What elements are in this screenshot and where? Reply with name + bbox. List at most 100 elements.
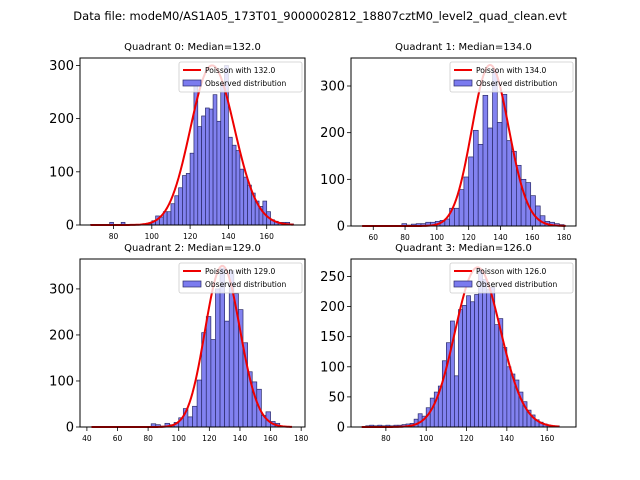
subplot-quadrant-2: Quadrant 2: Median=129.0 0 100 200 300 40 60 80… — [49, 243, 308, 443]
histogram-bar — [201, 115, 206, 226]
histogram-bar — [205, 316, 212, 428]
x-tick-label: 140 — [233, 434, 248, 443]
x-tick-label: 140 — [493, 233, 508, 242]
subplot-quadrant-0: Quadrant 0: Median=132.0 0 100 200 300 80 100 1… — [49, 42, 306, 241]
histogram-bar — [477, 143, 484, 227]
x-tick-label: 160 — [540, 434, 555, 443]
legend-box — [178, 61, 303, 93]
histogram-bar — [210, 339, 216, 428]
y-tick-label: 50 — [328, 390, 345, 405]
subplot-quadrant-3: Quadrant 3: Median=126.0 0 50 100 150 200 250 8… — [320, 243, 577, 443]
histogram-bars — [401, 69, 565, 227]
y-tick-label: 200 — [320, 300, 345, 315]
legend-label-poisson: Poisson with 126.0 — [476, 267, 546, 276]
y-tick-label: 0 — [337, 220, 345, 235]
legend-label-poisson: Poisson with 134.0 — [476, 66, 546, 75]
x-tick-label: 180 — [557, 233, 572, 242]
x-tick-label: 80 — [400, 233, 410, 242]
y-tick-label: 100 — [49, 374, 74, 389]
axes-frame — [350, 57, 577, 227]
legend-label-poisson: Poisson with 132.0 — [205, 66, 275, 75]
histogram-bar — [174, 195, 179, 226]
histogram-bar — [235, 150, 241, 226]
histogram-bar — [458, 309, 463, 428]
x-tick-label: 160 — [263, 434, 278, 443]
y-tick-label: 100 — [49, 165, 74, 180]
legend-label-observed: Observed distribution — [476, 79, 557, 88]
histogram-bar — [215, 288, 221, 428]
axes-frame — [350, 258, 577, 428]
histogram-bar — [470, 301, 475, 428]
x-tick-label: 80 — [381, 434, 391, 443]
histogram-bar — [208, 108, 214, 226]
histogram-bar — [166, 211, 172, 226]
legend-label-observed: Observed distribution — [205, 280, 286, 289]
legend-bar-swatch — [182, 79, 202, 87]
histogram-bar — [189, 152, 195, 226]
histogram-bar — [185, 173, 191, 226]
figure-suptitle: Data file: modeM0/AS1A05_173T01_90000028… — [73, 9, 567, 23]
legend-box — [178, 262, 303, 294]
histogram-bar — [228, 136, 233, 226]
histogram-bar — [463, 176, 470, 227]
subplot-title: Quadrant 2: Median=129.0 — [124, 243, 261, 254]
x-tick-label: 160 — [525, 233, 540, 242]
histogram-bar — [494, 324, 500, 428]
histogram-bar — [506, 366, 512, 428]
axes-frame — [79, 57, 306, 226]
x-tick-label: 120 — [459, 434, 474, 443]
histogram-bar — [487, 127, 493, 227]
histogram-bar — [212, 94, 218, 226]
subplot-quadrant-1: Quadrant 1: Median=134.0 0 100 200 300 60 80 10… — [320, 42, 577, 242]
histogram-bar — [239, 168, 245, 226]
histogram-bar — [490, 286, 496, 428]
x-tick-label: 140 — [221, 232, 236, 241]
y-tick-label: 300 — [320, 80, 345, 95]
y-tick-label: 250 — [320, 270, 345, 285]
histogram-bar — [466, 295, 471, 428]
legend-label-poisson: Poisson with 129.0 — [205, 267, 275, 276]
legend: Poisson with 132.0 Observed distribution — [178, 61, 303, 93]
y-tick-label: 0 — [66, 421, 74, 436]
histogram-bar — [486, 289, 492, 428]
legend-label-observed: Observed distribution — [205, 79, 286, 88]
x-tick-label: 120 — [183, 232, 198, 241]
x-tick-label: 140 — [500, 434, 515, 443]
legend-bar-swatch — [453, 280, 473, 288]
histogram-bar — [454, 207, 460, 227]
subplot-title: Quadrant 3: Median=126.0 — [395, 243, 532, 254]
x-tick-label: 100 — [172, 434, 187, 443]
histogram-bar — [474, 294, 479, 428]
y-tick-label: 200 — [49, 112, 74, 127]
histogram-bar — [178, 187, 183, 226]
legend: Poisson with 129.0 Observed distribution — [178, 262, 303, 294]
y-tick-label: 0 — [66, 219, 74, 234]
histogram-bar — [492, 69, 498, 227]
subplot-title: Quadrant 1: Median=134.0 — [395, 42, 532, 53]
histogram-bar — [192, 405, 198, 428]
x-tick-label: 120 — [202, 434, 217, 443]
x-tick-label: 80 — [109, 232, 119, 241]
x-tick-label: 100 — [419, 434, 434, 443]
x-tick-label: 180 — [294, 434, 309, 443]
histogram-bar — [482, 279, 488, 428]
x-tick-label: 80 — [143, 434, 153, 443]
histogram-bar — [473, 129, 479, 227]
histogram-bar — [187, 416, 193, 428]
y-tick-label: 300 — [49, 282, 74, 297]
histogram-bar — [182, 175, 187, 226]
histogram-bar — [216, 120, 222, 226]
x-tick-label: 60 — [368, 233, 378, 242]
histogram-bar — [429, 397, 435, 428]
legend-bar-swatch — [453, 79, 473, 87]
y-tick-label: 100 — [320, 173, 345, 188]
x-tick-label: 160 — [260, 232, 275, 241]
histogram-bar — [224, 320, 230, 428]
histogram-bar — [506, 140, 512, 227]
histogram-bar — [170, 203, 176, 226]
histogram-bar — [454, 375, 459, 428]
histogram-bar — [496, 122, 503, 227]
histogram-bar — [468, 156, 474, 227]
legend: Poisson with 134.0 Observed distribution — [449, 61, 574, 93]
legend: Poisson with 126.0 Observed distribution — [449, 262, 574, 294]
